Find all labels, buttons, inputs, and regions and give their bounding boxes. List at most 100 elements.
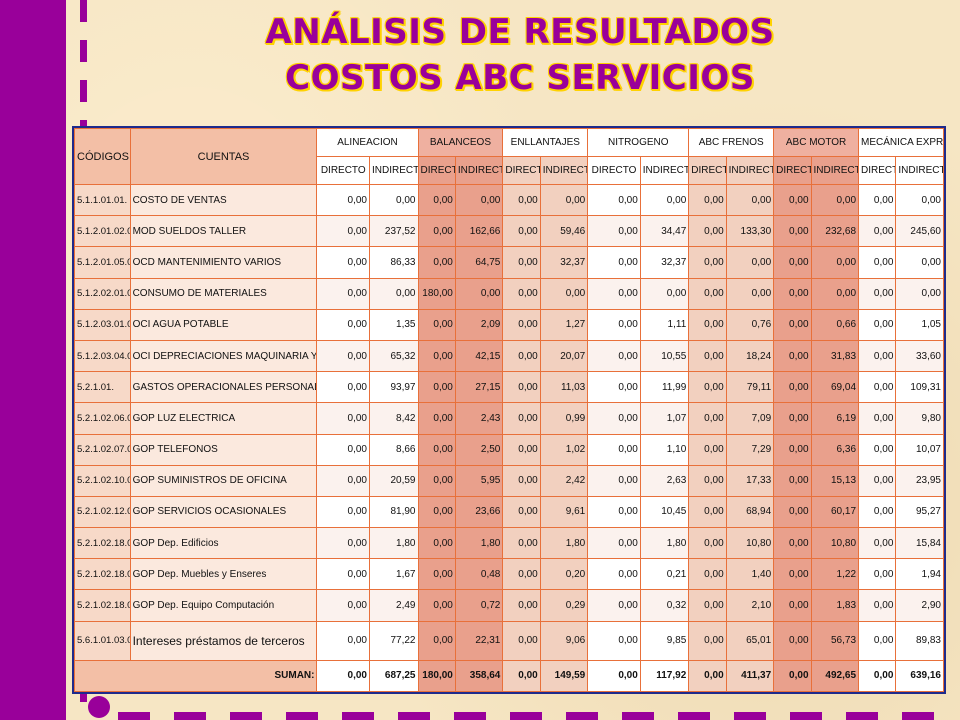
cell-indirect: 9,61 [539,495,589,529]
subheader-indirect: INDIRECTO [539,156,589,185]
sum-direct: 180,00 [417,659,456,693]
cell-indirect: 89,83 [895,620,944,661]
sum-row: SUMAN: 0,00 687,25 180,00 358,64 0,00 149,59 0,… [73,659,944,693]
cell-indirect: 11,03 [539,371,589,404]
cell-indirect: 7,29 [725,433,775,466]
sum-indirect: 492,65 [810,659,860,693]
cell-indirect: 1,07 [639,402,690,435]
cell-direct: 0,00 [316,308,370,341]
cell-indirect: 1,80 [454,527,504,560]
cell-indirect: 65,32 [369,339,419,373]
cell-indirect: 0,00 [810,277,860,310]
cell-indirect: 0,00 [725,246,775,279]
table-row: 5.2.1.02.18.03GOP Dep. Muebles y Enseres… [74,558,944,591]
sum-indirect: 358,64 [454,659,504,693]
subheader-indirect: INDIRECTO [369,156,419,185]
cell-indirect: 2,63 [639,464,690,497]
cell-direct: 0,00 [316,620,370,661]
cell-direct: 0,00 [858,464,897,497]
sum-direct: 0,00 [316,659,370,693]
cell-indirect: 1,80 [539,527,589,560]
cell-direct: 0,00 [417,558,456,591]
cell-direct: 0,00 [502,183,541,217]
cell-direct: 0,00 [587,558,641,591]
sidebar-band [0,0,66,720]
horizontal-dash [230,712,262,720]
cell-indirect: 232,68 [810,215,860,248]
header-group-nitrogeno: NITROGENO [587,128,690,157]
cell-direct: 0,00 [858,589,897,622]
sum-direct: 0,00 [858,659,897,693]
cell-indirect: 0,00 [639,183,690,217]
header-codes: CÓDIGOS [74,128,131,185]
cell-indirect: 1,10 [639,433,690,466]
cell-indirect: 1,11 [639,308,690,341]
cell-indirect: 2,43 [454,402,504,435]
cell-direct: 0,00 [688,433,727,466]
cell-account: COSTO DE VENTAS [129,183,318,217]
cell-direct: 0,00 [858,215,897,248]
cell-direct: 0,00 [773,339,812,373]
cell-direct: 0,00 [773,246,812,279]
cell-indirect: 1,83 [810,589,860,622]
cell-indirect: 8,66 [369,433,419,466]
cell-direct: 0,00 [688,620,727,661]
cell-direct: 0,00 [417,215,456,248]
cell-indirect: 2,42 [539,464,589,497]
cell-indirect: 109,31 [895,371,944,404]
cell-account: OCD MANTENIMIENTO VARIOS [129,246,318,279]
cell-indirect: 0,00 [539,277,589,310]
cell-indirect: 31,83 [810,339,860,373]
cell-indirect: 32,37 [639,246,690,279]
cell-direct: 0,00 [316,277,370,310]
cell-indirect: 0,76 [725,308,775,341]
cell-indirect: 162,66 [454,215,504,248]
cell-code: 5.2.1.02.07.01 [74,433,131,466]
cell-indirect: 64,75 [454,246,504,279]
cell-indirect: 32,37 [539,246,589,279]
horizontal-dash [118,712,150,720]
sum-label: SUMAN: [73,659,318,693]
cell-account: CONSUMO DE MATERIALES [129,277,318,310]
cost-table-frame: CÓDIGOS CUENTAS ALINEACION BALANCEOS ENL… [72,126,946,694]
cell-indirect: 0,00 [639,277,690,310]
horizontal-dash [846,712,878,720]
subheader-direct: DIRECTO [858,156,897,185]
sum-indirect: 639,16 [895,659,944,693]
cell-direct: 0,00 [417,495,456,529]
subheader-indirect: INDIRECTO [725,156,775,185]
cell-indirect: 7,09 [725,402,775,435]
cell-direct: 0,00 [502,464,541,497]
cell-account: GOP TELEFONOS [129,433,318,466]
cell-direct: 0,00 [587,589,641,622]
subheader-direct: DIRECTO [502,156,541,185]
cell-indirect: 1,27 [539,308,589,341]
cell-direct: 0,00 [773,402,812,435]
cell-account: GOP Dep. Muebles y Enseres [129,558,318,591]
cell-direct: 0,00 [502,558,541,591]
cell-direct: 0,00 [417,183,456,217]
cell-indirect: 20,07 [539,339,589,373]
cell-direct: 0,00 [417,433,456,466]
cell-direct: 0,00 [316,402,370,435]
horizontal-dash [510,712,542,720]
subheader-indirect: INDIRECTO [810,156,860,185]
cell-indirect: 1,94 [895,558,944,591]
cell-direct: 0,00 [688,464,727,497]
table-row: 5.2.1.02.18.01GOP Dep. Edificios0,001,80… [74,527,944,560]
horizontal-dash [398,712,430,720]
cell-indirect: 59,46 [539,215,589,248]
sum-direct: 0,00 [688,659,727,693]
vertical-dash [80,80,87,102]
cell-direct: 0,00 [858,371,897,404]
cell-direct: 0,00 [587,620,641,661]
sum-direct: 0,00 [773,659,812,693]
cell-indirect: 0,00 [895,246,944,279]
cell-indirect: 15,13 [810,464,860,497]
cell-direct: 0,00 [858,433,897,466]
cell-direct: 0,00 [316,527,370,560]
cell-code: 5.1.2.03.04.01 [74,339,131,373]
cell-code: 5.6.1.01.03.01 [74,620,131,661]
vertical-dash [80,0,87,22]
cell-indirect: 20,59 [369,464,419,497]
